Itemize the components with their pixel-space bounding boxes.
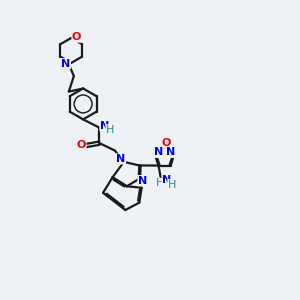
Text: N: N (166, 147, 175, 158)
Text: H: H (168, 180, 176, 190)
Text: N: N (154, 147, 163, 158)
Text: H: H (156, 178, 164, 188)
Text: O: O (72, 32, 81, 42)
Text: N: N (100, 121, 109, 131)
Text: N: N (162, 176, 171, 185)
Text: H: H (106, 125, 114, 135)
Text: N: N (138, 176, 147, 186)
Text: N: N (61, 59, 70, 69)
Text: N: N (116, 154, 125, 164)
Text: O: O (77, 140, 86, 150)
Text: O: O (161, 138, 171, 148)
